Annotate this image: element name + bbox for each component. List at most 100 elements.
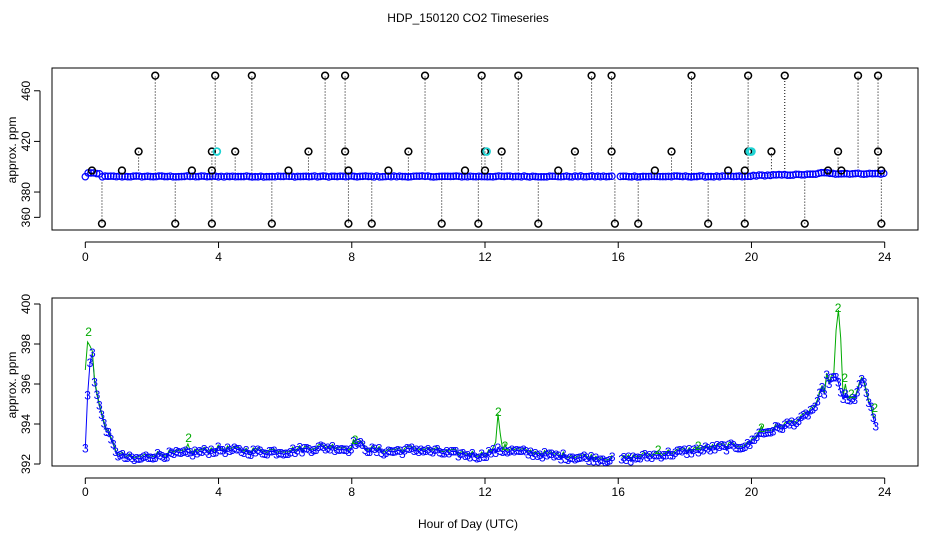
- bottom-series-3-marker: 3: [178, 446, 185, 460]
- top-baseline-point: [254, 173, 262, 181]
- bottom-y-axis-label: approx. ppm: [5, 352, 19, 419]
- top-baseline-point: [775, 170, 783, 179]
- bottom-series-3-marker: 3: [343, 443, 350, 457]
- top-baseline-point: [837, 170, 846, 178]
- top-baseline-point: [140, 172, 149, 181]
- bottom-series-3-marker: 3: [807, 403, 814, 417]
- bottom-series-3-marker: 3: [830, 370, 837, 384]
- top-baseline-point: [412, 172, 421, 180]
- bottom-series-3-marker: 3: [322, 443, 329, 457]
- top-flag-point: [780, 71, 789, 80]
- top-baseline-point: [687, 173, 695, 181]
- bottom-series-3-marker: 3: [481, 450, 488, 464]
- bottom-series-3-marker: 3: [220, 444, 227, 458]
- top-baseline-point: [684, 172, 693, 181]
- top-baseline-point: [259, 173, 268, 181]
- bottom-series-3-marker: 3: [840, 392, 847, 406]
- top-baseline-point: [783, 171, 792, 179]
- top-baseline-point: [627, 173, 636, 181]
- top-baseline-point: [506, 172, 514, 180]
- bottom-series-3-marker: 3: [826, 377, 833, 391]
- bottom-series-3-marker: 3: [350, 435, 357, 449]
- bottom-series-3-marker: 3: [254, 443, 261, 457]
- top-flag-point: [610, 219, 620, 228]
- bottom-series-3-marker: 3: [264, 447, 271, 461]
- bottom-series-3-marker: 3: [749, 433, 756, 447]
- bottom-series-3-marker: 3: [187, 445, 194, 459]
- bottom-series-3-marker: 3: [241, 446, 248, 460]
- top-baseline-point: [305, 172, 313, 181]
- top-baseline-point: [424, 172, 432, 180]
- bottom-series-3-marker: 3: [637, 452, 644, 466]
- top-baseline-point: [375, 173, 384, 181]
- bottom-series-3-marker: 3: [681, 443, 688, 457]
- bottom-series-3-marker: 3: [84, 388, 91, 402]
- bottom-series-3-marker: 3: [730, 438, 737, 452]
- top-flag-point: [320, 71, 330, 80]
- top-baseline-point: [228, 172, 237, 181]
- top-baseline-point: [223, 172, 231, 181]
- bottom-series-3-marker: 3: [539, 451, 546, 465]
- bottom-series-2-marker: 2: [841, 371, 848, 385]
- chart-title: HDP_150120 CO2 Timeseries: [387, 11, 548, 25]
- top-baseline-point: [438, 172, 446, 181]
- bottom-series-3-marker: 3: [723, 443, 730, 457]
- top-baseline-point: [197, 172, 206, 180]
- bottom-series-3-marker: 3: [499, 445, 506, 459]
- bottom-series-3-marker: 3: [278, 446, 285, 460]
- top-baseline-point: [446, 172, 455, 181]
- top-baseline-point: [174, 172, 183, 181]
- bottom-series-3-marker: 3: [711, 443, 718, 457]
- bottom-series-3-marker: 3: [192, 444, 199, 458]
- bottom-series-3-marker: 3: [338, 443, 345, 457]
- bottom-series-3-marker: 3: [287, 446, 294, 460]
- bottom-series-3-marker: 3: [294, 444, 301, 458]
- bottom-series-3-marker: 3: [760, 426, 767, 440]
- bottom-series-3-marker: 3: [380, 447, 387, 461]
- top-baseline-point: [149, 172, 158, 181]
- bottom-series-3-marker: 3: [199, 445, 206, 459]
- top-baseline-point: [404, 173, 412, 181]
- top-flag-point: [853, 71, 863, 80]
- bottom-series-3-marker: 3: [415, 445, 422, 459]
- bottom-series-3-marker: 3: [781, 418, 788, 432]
- top-baseline-point: [180, 172, 189, 181]
- top-flag-point: [460, 166, 470, 175]
- bottom-series-3-marker: 3: [511, 445, 518, 459]
- bottom-series-3-marker: 3: [392, 445, 399, 459]
- bottom-series-3-marker: 3: [147, 451, 154, 465]
- top-baseline-point: [242, 172, 251, 180]
- bottom-series-3-marker: 3: [292, 446, 299, 460]
- bottom-series-3-marker: 3: [182, 444, 189, 458]
- bottom-series-3-marker: 3: [406, 442, 413, 456]
- bottom-series-3-marker: 3: [721, 439, 728, 453]
- bottom-series-3-marker: 3: [667, 448, 674, 462]
- bottom-series-3-marker: 3: [553, 448, 560, 462]
- bottom-series-2-marker: 2: [495, 405, 502, 419]
- top-baseline-point: [123, 172, 132, 181]
- bottom-series-3-marker: 3: [145, 451, 152, 465]
- top-baseline-point: [177, 172, 186, 181]
- bottom-series-3-marker: 3: [849, 391, 856, 405]
- bottom-series-3-marker: 3: [378, 446, 385, 460]
- bottom-series-3-marker: 3: [814, 395, 821, 409]
- top-cyan-flag-point: [482, 147, 491, 156]
- top-baseline-point: [639, 172, 647, 181]
- top-baseline-point: [548, 172, 557, 181]
- bottom-series-3-marker: 3: [422, 444, 429, 458]
- top-baseline-point: [511, 172, 520, 181]
- bottom-series-3-marker: 3: [229, 443, 236, 457]
- bottom-series-3-marker: 3: [427, 445, 434, 459]
- bottom-series-3-marker: 3: [159, 449, 166, 463]
- bottom-series-3-marker: 3: [758, 426, 765, 440]
- top-baseline-point: [262, 172, 271, 181]
- bottom-series-3-marker: 3: [136, 452, 143, 466]
- top-baseline-point: [542, 173, 551, 181]
- top-baseline-point: [718, 172, 727, 180]
- bottom-series-3-marker: 3: [653, 448, 660, 462]
- top-baseline-point: [160, 172, 169, 181]
- bottom-x-tick-label: 12: [478, 485, 492, 499]
- bottom-series-3-marker: 3: [572, 453, 579, 467]
- top-baseline-point: [364, 172, 373, 181]
- top-baseline-point: [647, 172, 656, 181]
